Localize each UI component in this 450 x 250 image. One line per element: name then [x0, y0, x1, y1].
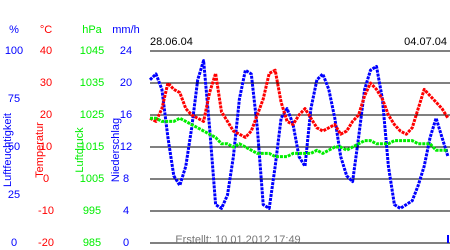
y-tick-label: 50: [8, 141, 20, 153]
y-tick-label: 0: [11, 237, 17, 249]
created-note: Erstellt: 10.01.2012 17:49: [175, 234, 300, 246]
axis-unit: %: [9, 24, 19, 36]
y-tick-label: 985: [83, 237, 101, 249]
y-tick-label: 20: [120, 77, 132, 89]
y-tick-label: 16: [120, 109, 132, 121]
y-tick-label: 12: [120, 141, 132, 153]
y-tick-label: 8: [123, 173, 129, 185]
y-tick-label: 0: [123, 237, 129, 249]
series-line: [150, 116, 448, 159]
y-tick-label: -20: [38, 237, 54, 249]
axis-title: Temperatur: [34, 122, 46, 178]
y-tick-label: 30: [40, 77, 52, 89]
series-line: [149, 68, 450, 139]
y-tick-label: 1005: [80, 173, 104, 185]
axis-title: Luftfeuchtigkeit: [2, 113, 14, 187]
y-tick-label: 20: [40, 109, 52, 121]
y-tick-label: 100: [5, 45, 23, 57]
precipitation-bar: [447, 235, 449, 243]
y-tick-label: 1035: [80, 77, 104, 89]
y-tick-label: 75: [8, 93, 20, 105]
series-line: [148, 59, 450, 210]
y-tick-label: 1025: [80, 109, 104, 121]
axis-title: Luftdruck: [74, 127, 86, 173]
y-tick-label: -10: [38, 205, 54, 217]
start-date: 28.06.04: [150, 36, 193, 48]
y-tick-label: 24: [120, 45, 132, 57]
y-tick-label: 1015: [80, 141, 104, 153]
axis-title: Niederschlag: [110, 118, 122, 182]
axis-unit: hPa: [82, 24, 102, 36]
end-date: 04.07.04: [404, 36, 447, 48]
y-tick-label: 0: [43, 173, 49, 185]
y-tick-label: 25: [8, 189, 20, 201]
y-tick-label: 995: [83, 205, 101, 217]
y-tick-label: 4: [123, 205, 129, 217]
y-tick-label: 1045: [80, 45, 104, 57]
axis-unit: mm/h: [112, 24, 140, 36]
y-tick-label: 10: [40, 141, 52, 153]
axis-unit: °C: [40, 24, 52, 36]
y-tick-label: 40: [40, 45, 52, 57]
